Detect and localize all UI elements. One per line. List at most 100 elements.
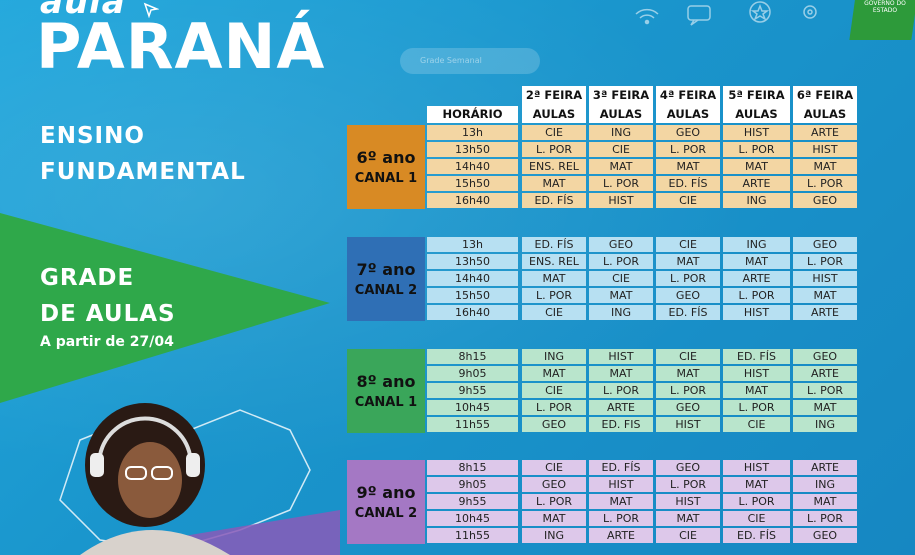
header-day-label: 5ª FEIRA bbox=[728, 88, 785, 102]
header-day-sub: AULAS bbox=[532, 107, 576, 121]
header-day-label: 4ª FEIRA bbox=[659, 88, 717, 102]
start-date: A partir de 27/04 bbox=[40, 334, 174, 350]
subject-cell: MAT bbox=[589, 159, 653, 174]
grade-channel: CANAL 1 bbox=[354, 395, 418, 410]
subject-cell: L. POR bbox=[793, 511, 857, 526]
time-cell: 13h50 bbox=[427, 254, 518, 269]
subject-cell: L. POR bbox=[793, 383, 857, 398]
grade-year: 6º ano bbox=[356, 148, 416, 167]
header-day-sub: AULAS bbox=[599, 107, 643, 121]
subject-cell: ED. FÍS bbox=[723, 528, 790, 543]
subject-cell: L. POR bbox=[723, 400, 790, 415]
grade-channel: CANAL 2 bbox=[354, 506, 418, 521]
subject-cell: CIE bbox=[723, 511, 790, 526]
time-cell: 10h45 bbox=[427, 511, 518, 526]
subject-cell: HIST bbox=[723, 460, 790, 475]
grade-year: 8º ano bbox=[356, 372, 416, 391]
subject-cell: ARTE bbox=[589, 528, 653, 543]
subject-cell: HIST bbox=[723, 366, 790, 381]
header-day-label: 6ª FEIRA bbox=[796, 88, 854, 102]
time-cell: 11h55 bbox=[427, 417, 518, 432]
subject-cell: ING bbox=[522, 528, 586, 543]
header-day-2: 2ª FEIRA AULAS bbox=[522, 86, 586, 123]
header-day-label: 2ª FEIRA bbox=[525, 88, 583, 102]
subject-cell: L. POR bbox=[522, 142, 586, 157]
subject-cell: MAT bbox=[793, 159, 857, 174]
subject-cell: GEO bbox=[793, 349, 857, 364]
header-day-5: 5ª FEIRA AULAS bbox=[723, 86, 790, 123]
time-cell: 13h50 bbox=[427, 142, 518, 157]
subject-cell: MAT bbox=[723, 477, 790, 492]
grade-channel: CANAL 2 bbox=[354, 283, 418, 298]
subject-cell: MAT bbox=[656, 159, 720, 174]
header-day-sub: AULAS bbox=[803, 107, 847, 121]
subject-cell: ED. FÍS bbox=[589, 460, 653, 475]
subject-cell: HIST bbox=[723, 125, 790, 140]
subject-cell: L. POR bbox=[522, 400, 586, 415]
time-cell: 9h55 bbox=[427, 494, 518, 509]
grade-heading: GRADE DE AULAS bbox=[40, 260, 176, 332]
header-day-sub: AULAS bbox=[666, 107, 710, 121]
subject-cell: MAT bbox=[723, 383, 790, 398]
header-day-6: 6ª FEIRA AULAS bbox=[793, 86, 857, 123]
subject-cell: HIST bbox=[656, 417, 720, 432]
grade-channel: CANAL 1 bbox=[354, 171, 418, 186]
subject-cell: HIST bbox=[656, 494, 720, 509]
subject-cell: MAT bbox=[723, 254, 790, 269]
subject-cell: CIE bbox=[723, 417, 790, 432]
subject-cell: ING bbox=[793, 417, 857, 432]
subject-cell: ING bbox=[793, 477, 857, 492]
subject-cell: MAT bbox=[589, 288, 653, 303]
subject-cell: ARTE bbox=[793, 460, 857, 475]
time-cell: 9h05 bbox=[427, 477, 518, 492]
subject-cell: ARTE bbox=[793, 366, 857, 381]
grade-label-box: 7º ano CANAL 2 bbox=[347, 237, 425, 321]
subject-cell: GEO bbox=[589, 237, 653, 252]
subject-cell: MAT bbox=[656, 254, 720, 269]
subject-cell: MAT bbox=[522, 366, 586, 381]
subject-cell: MAT bbox=[656, 366, 720, 381]
time-cell: 14h40 bbox=[427, 271, 518, 286]
subject-cell: ARTE bbox=[723, 271, 790, 286]
subject-cell: GEO bbox=[793, 193, 857, 208]
subject-cell: HIST bbox=[723, 305, 790, 320]
subject-cell: L. POR bbox=[589, 254, 653, 269]
subject-cell: GEO bbox=[793, 237, 857, 252]
time-cell: 8h15 bbox=[427, 349, 518, 364]
subject-cell: L. POR bbox=[723, 494, 790, 509]
subject-cell: ED. FIS bbox=[589, 417, 653, 432]
subject-cell: GEO bbox=[522, 417, 586, 432]
subject-cell: L. POR bbox=[723, 142, 790, 157]
brand-top-word: aula bbox=[40, 0, 126, 22]
subject-cell: MAT bbox=[793, 288, 857, 303]
time-cell: 13h bbox=[427, 125, 518, 140]
subject-cell: L. POR bbox=[793, 254, 857, 269]
subject-cell: CIE bbox=[522, 305, 586, 320]
subject-cell: CIE bbox=[522, 383, 586, 398]
wifi-icon bbox=[635, 8, 659, 25]
subject-cell: CIE bbox=[656, 528, 720, 543]
subject-cell: ED. FÍS bbox=[522, 237, 586, 252]
subject-cell: GEO bbox=[656, 400, 720, 415]
subject-cell: ED. FÍS bbox=[656, 305, 720, 320]
subject-cell: ED. FÍS bbox=[522, 193, 586, 208]
subject-cell: ARTE bbox=[589, 400, 653, 415]
subject-cell: L. POR bbox=[589, 511, 653, 526]
subject-cell: ING bbox=[589, 305, 653, 320]
subject-cell: MAT bbox=[793, 494, 857, 509]
subject-cell: L. POR bbox=[522, 288, 586, 303]
ensino-line2: FUNDAMENTAL bbox=[40, 159, 246, 185]
subject-cell: GEO bbox=[656, 288, 720, 303]
subject-cell: CIE bbox=[522, 125, 586, 140]
grade-line2: DE AULAS bbox=[40, 301, 176, 327]
subject-cell: MAT bbox=[522, 511, 586, 526]
government-badge-text: GOVERNO DO ESTADO bbox=[864, 0, 906, 14]
grade-line1: GRADE bbox=[40, 265, 135, 291]
subject-cell: HIST bbox=[589, 349, 653, 364]
subject-cell: CIE bbox=[589, 271, 653, 286]
grade-label-box: 9º ano CANAL 2 bbox=[347, 460, 425, 544]
subject-cell: ING bbox=[723, 237, 790, 252]
decorative-icons bbox=[635, 1, 817, 26]
subject-cell: MAT bbox=[522, 176, 586, 191]
subject-cell: CIE bbox=[589, 142, 653, 157]
